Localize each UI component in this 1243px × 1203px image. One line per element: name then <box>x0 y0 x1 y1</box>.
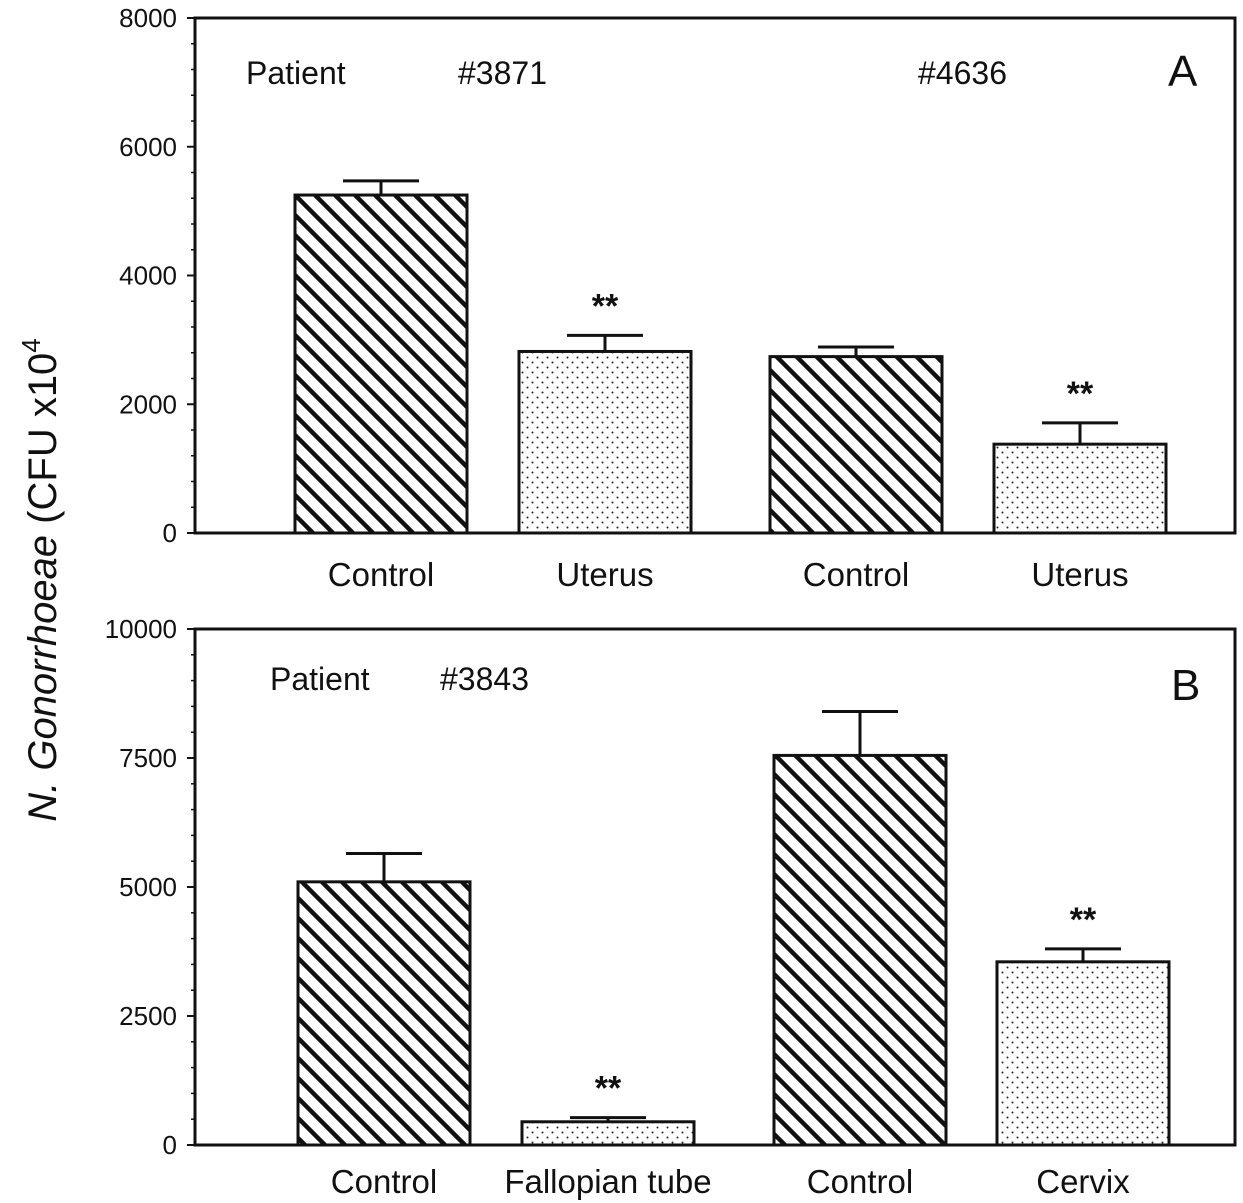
panel-a-category-label-3: Uterus <box>1031 556 1128 593</box>
panel-b-bar-0 <box>296 880 472 1147</box>
panel-a-category-label-1: Uterus <box>556 556 653 593</box>
panel-b-significance-1: ** <box>595 1070 622 1108</box>
panel-b-category-label-1: Fallopian tube <box>504 1163 711 1200</box>
panel-a-category-label-0: Control <box>328 556 434 593</box>
panel-b-y-tick-label-2: 5000 <box>119 872 177 902</box>
panel-a-category-label-2: Control <box>803 556 909 593</box>
panel-b-y-tick-label-0: 0 <box>163 1130 177 1160</box>
panel-b-category-label-2: Control <box>807 1163 913 1200</box>
panel-b-bar-2 <box>772 753 948 1147</box>
panel-b: 0 2500 5000 7500 10000 Control ** Fallopian tu… <box>105 614 1237 1200</box>
panel-a-annotation-patient: Patient <box>246 55 346 91</box>
panel-a-bar-0 <box>293 193 469 535</box>
y-axis-label-organism: N. Gonorrhoeae <box>21 535 65 822</box>
panel-b-y-tick-label-4: 10000 <box>105 614 177 644</box>
y-axis-label: N. Gonorrhoeae (CFU x104 <box>16 338 65 822</box>
panel-a-bar-1 <box>517 349 693 535</box>
panel-b-annotation-patient: Patient <box>270 661 370 697</box>
panel-b-y-ticks: 0 2500 5000 7500 10000 <box>105 614 195 1160</box>
panel-b-category-label-0: Control <box>331 1163 437 1200</box>
y-axis-label-unit: (CFU x10 <box>21 353 65 535</box>
panel-a-y-tick-label-2: 4000 <box>119 261 177 291</box>
panel-a-annotation-patient-3871: #3871 <box>458 55 547 91</box>
panel-a-y-tick-label-3: 6000 <box>119 132 177 162</box>
panel-b-letter: B <box>1171 661 1200 710</box>
panel-b-annotation-patient-3843: #3843 <box>440 661 529 697</box>
panel-a-y-tick-label-0: 0 <box>163 518 177 548</box>
panel-b-y-tick-label-3: 7500 <box>119 743 177 773</box>
panel-a-significance-3: ** <box>1067 375 1094 413</box>
panel-a-y-tick-label-4: 8000 <box>119 3 177 33</box>
panel-a-bar-3 <box>992 442 1168 535</box>
panel-a-annotation-patient-4636: #4636 <box>918 55 1007 91</box>
panel-b-bar-1 <box>520 1120 696 1147</box>
panel-b-category-label-3: Cervix <box>1036 1163 1130 1200</box>
panel-a-bars: Control ** Uterus Control ** Uterus <box>293 179 1168 593</box>
panel-b-bars: Control ** Fallopian tube Control ** Cervix <box>296 710 1171 1200</box>
panel-b-bar-3 <box>995 960 1171 1147</box>
panel-b-significance-3: ** <box>1070 901 1097 939</box>
y-axis-label-exponent: 4 <box>16 338 46 352</box>
panel-b-y-tick-label-1: 2500 <box>119 1001 177 1031</box>
panel-a-significance-1: ** <box>592 287 619 325</box>
panel-a-bar-2 <box>768 355 944 535</box>
panel-a-letter: A <box>1168 47 1198 96</box>
panel-a-y-tick-label-1: 2000 <box>119 389 177 419</box>
panel-a-y-ticks: 0 2000 4000 6000 8000 <box>119 3 195 548</box>
